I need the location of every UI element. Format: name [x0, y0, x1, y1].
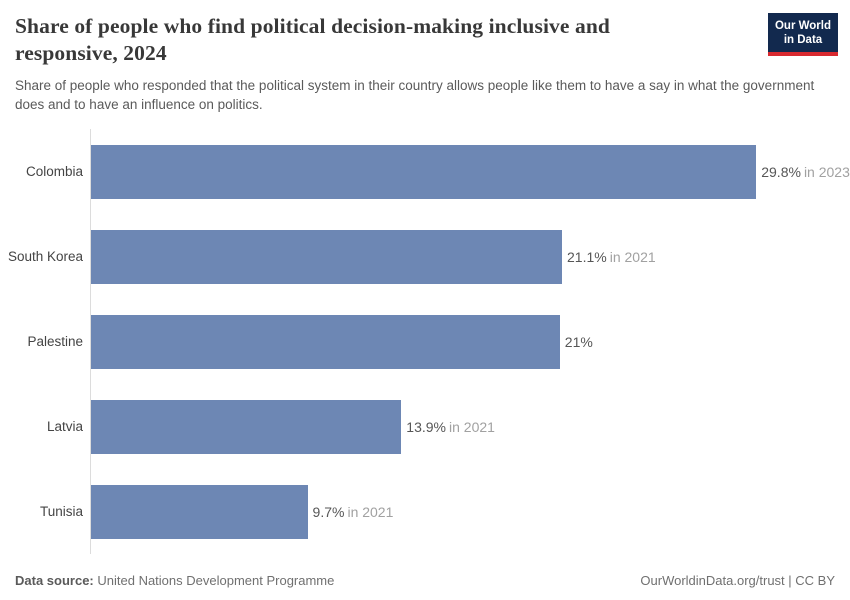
bar-row-south-korea: South Korea 21.1% in 2021: [0, 214, 850, 299]
chart-title: Share of people who find political decis…: [15, 14, 610, 65]
attribution-link[interactable]: OurWorldinData.org/trust | CC BY: [640, 573, 835, 588]
value-number: 13.9%: [406, 418, 446, 435]
bar-palestine[interactable]: [91, 314, 560, 369]
plot-area-row: 13.9% in 2021: [90, 384, 850, 469]
bar-row-colombia: Colombia 29.8% in 2023: [0, 129, 850, 214]
chart-subtitle: Share of people who responded that the p…: [15, 78, 815, 112]
category-label: Tunisia: [39, 504, 83, 519]
value-year-note: in 2021: [609, 248, 656, 265]
owid-logo-line2: in Data: [783, 34, 823, 46]
value-label: 9.7% in 2021: [313, 504, 394, 520]
category-label: Colombia: [25, 164, 83, 179]
data-source: Data source: United Nations Development …: [15, 573, 334, 588]
bar-latvia[interactable]: [91, 399, 402, 454]
value-number: 9.7%: [312, 503, 345, 520]
category-label: Latvia: [46, 419, 83, 434]
bar-chart: Colombia 29.8% in 2023 South Korea 21.1%…: [0, 129, 850, 554]
category-label: South Korea: [7, 249, 83, 264]
plot-area-row: 9.7% in 2021: [90, 469, 850, 554]
value-number: 21.1%: [567, 248, 607, 265]
owid-logo[interactable]: Our World in Data: [768, 13, 838, 56]
bar-colombia[interactable]: [91, 144, 757, 199]
value-number: 21%: [564, 333, 593, 350]
chart-header: Share of people who find political decis…: [0, 0, 850, 67]
owid-logo-line1: Our World: [774, 20, 831, 32]
plot-area-row: 21%: [90, 299, 850, 384]
value-label: 29.8% in 2023: [761, 164, 850, 180]
plot-area-row: 21.1% in 2021: [90, 214, 850, 299]
bar-south-korea[interactable]: [91, 229, 563, 284]
value-year-note: in 2021: [347, 503, 394, 520]
value-number: 29.8%: [761, 163, 801, 180]
value-label: 13.9% in 2021: [406, 419, 495, 435]
bar-row-tunisia: Tunisia 9.7% in 2021: [0, 469, 850, 554]
bar-row-palestine: Palestine 21%: [0, 299, 850, 384]
data-source-label: Data source:: [15, 573, 94, 588]
category-label: Palestine: [27, 334, 83, 349]
value-year-note: in 2021: [449, 418, 495, 435]
plot-area-row: 29.8% in 2023: [90, 129, 850, 214]
value-year-note: in 2023: [803, 163, 850, 180]
bar-tunisia[interactable]: [91, 484, 308, 539]
bar-row-latvia: Latvia 13.9% in 2021: [0, 384, 850, 469]
value-label: 21%: [565, 334, 596, 350]
data-source-value: United Nations Development Programme: [97, 573, 335, 588]
chart-footer: Data source: United Nations Development …: [15, 573, 835, 588]
value-label: 21.1% in 2021: [567, 249, 656, 265]
